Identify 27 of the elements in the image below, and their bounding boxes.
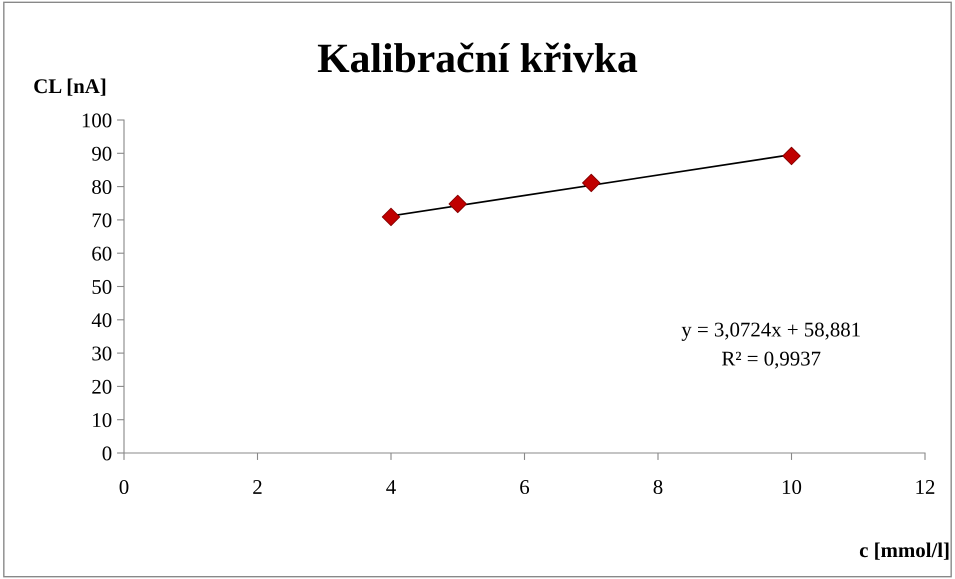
chart-title: Kalibrační křivka [318, 42, 638, 72]
point [448, 194, 467, 214]
y-tick-label: 60 [92, 246, 112, 261]
point [782, 146, 801, 166]
y-tick-label: 80 [92, 180, 112, 194]
y-tick-label: 100 [82, 113, 112, 128]
y-axis-title: CL [nA] [34, 78, 106, 96]
y-tick-label: 10 [93, 413, 112, 428]
x-axis-title: c [mmol/l] [860, 542, 948, 560]
x-tick-label: 10 [782, 480, 802, 494]
y-tick-label: 20 [92, 380, 112, 394]
annotation: y = 3,0724x + 58,881 [682, 322, 860, 341]
x-tick-label: 4 [386, 480, 396, 494]
point [582, 174, 600, 192]
y-tick-label: 50 [92, 280, 112, 294]
x-tick-label: 2 [253, 480, 262, 494]
point [382, 208, 400, 226]
y-tick-label: 40 [92, 313, 112, 328]
y-tick-label: 70 [92, 213, 112, 228]
annotation: R² = 0,9937 [722, 352, 820, 369]
y-tick-label: 90 [92, 146, 112, 161]
x-tick-label: 12 [916, 480, 934, 494]
y-tick-label: 30 [92, 346, 112, 361]
y-tick-label: 0 [102, 446, 112, 460]
x-tick-label: 0 [120, 480, 128, 494]
x-tick-label: 6 [520, 480, 530, 494]
x-tick-label: 8 [654, 480, 662, 494]
